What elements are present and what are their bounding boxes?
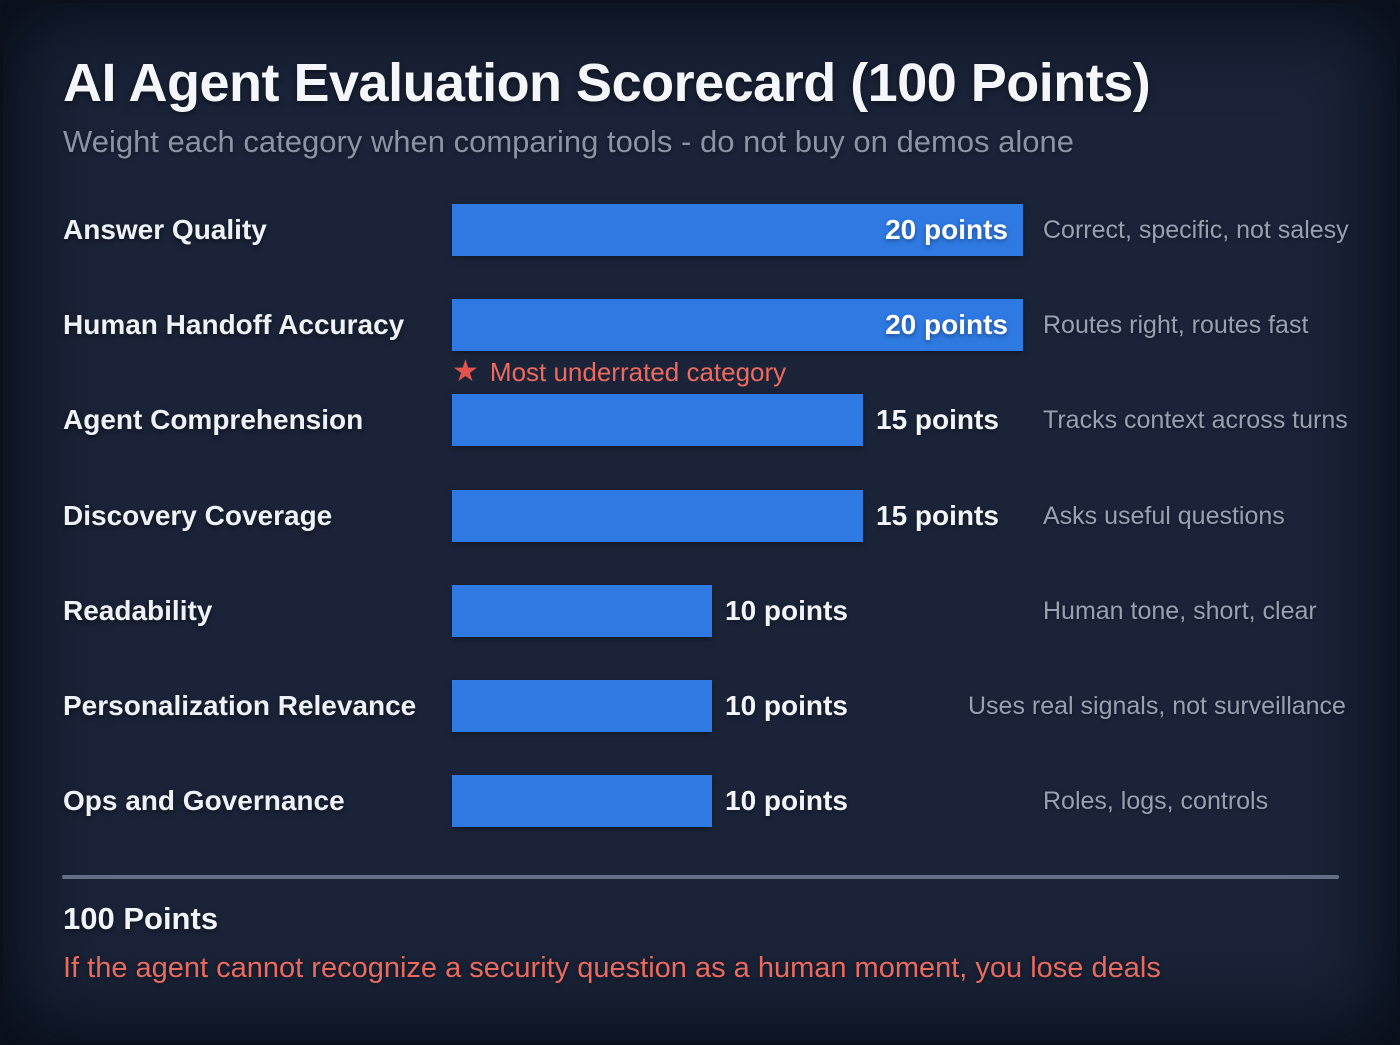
page-title: AI Agent Evaluation Scorecard (100 Point…: [63, 53, 1151, 113]
bar-area: 10 points: [452, 775, 848, 827]
star-icon: ★: [452, 355, 479, 388]
total-points-label: 100 Points: [63, 901, 219, 936]
bar: [452, 585, 712, 637]
points-label: 20 points: [885, 214, 1008, 245]
bar-area: 15 points: [452, 394, 999, 446]
row-note: Correct, specific, not salesy: [1043, 216, 1349, 244]
category-label: Personalization Relevance: [63, 690, 417, 721]
category-label: Readability: [63, 595, 213, 626]
bar-area: 20 points: [452, 204, 1023, 256]
row-note: Uses real signals, not surveillance: [968, 692, 1346, 720]
bar: [452, 490, 863, 542]
bar-area: 10 points: [452, 680, 848, 732]
category-label: Ops and Governance: [63, 785, 345, 816]
row-note: Human tone, short, clear: [1043, 597, 1317, 625]
row-note: Asks useful questions: [1043, 502, 1285, 530]
scorecard-row-agent-comprehension: Agent Comprehension 15 points Tracks con…: [63, 394, 1400, 446]
scorecard-row-readability: Readability 10 points Human tone, short,…: [63, 585, 1400, 637]
row-note: Routes right, routes fast: [1043, 311, 1309, 339]
warning-footnote: If the agent cannot recognize a security…: [63, 952, 1161, 984]
category-label: Agent Comprehension: [63, 404, 364, 435]
bar: 20 points: [452, 299, 1023, 351]
category-label: Discovery Coverage: [63, 500, 333, 531]
bar-area: 15 points: [452, 490, 999, 542]
bar: [452, 680, 712, 732]
scorecard-row-human-handoff-accuracy: Human Handoff Accuracy 20 points Routes …: [63, 299, 1400, 351]
points-label: 10 points: [725, 785, 848, 816]
category-label: Answer Quality: [63, 214, 267, 245]
points-label: 20 points: [885, 309, 1008, 340]
bar-area: 10 points: [452, 585, 848, 637]
bar: [452, 394, 863, 446]
scorecard-row-personalization-relevance: Personalization Relevance 10 points Uses…: [63, 680, 1400, 732]
points-label: 10 points: [725, 690, 848, 721]
category-label: Human Handoff Accuracy: [63, 309, 405, 340]
scorecard-row-discovery-coverage: Discovery Coverage 15 points Asks useful…: [63, 490, 1400, 542]
scorecard-row-ops-and-governance: Ops and Governance 10 points Roles, logs…: [63, 775, 1400, 827]
points-label: 15 points: [876, 404, 999, 435]
bar: 20 points: [452, 204, 1023, 256]
scorecard-row-answer-quality: Answer Quality 20 points Correct, specif…: [63, 204, 1400, 256]
annotation-text: Most underrated category: [489, 356, 787, 387]
page-subtitle: Weight each category when comparing tool…: [63, 124, 1074, 159]
divider-line: [62, 875, 1339, 879]
row-note: Tracks context across turns: [1043, 406, 1348, 434]
row-note: Roles, logs, controls: [1043, 787, 1269, 815]
points-label: 10 points: [725, 595, 848, 626]
bar-area: 20 points: [452, 299, 1023, 351]
bar: [452, 775, 712, 827]
annotation-most-underrated: ★ Most underrated category: [452, 356, 786, 388]
points-label: 15 points: [876, 500, 999, 531]
